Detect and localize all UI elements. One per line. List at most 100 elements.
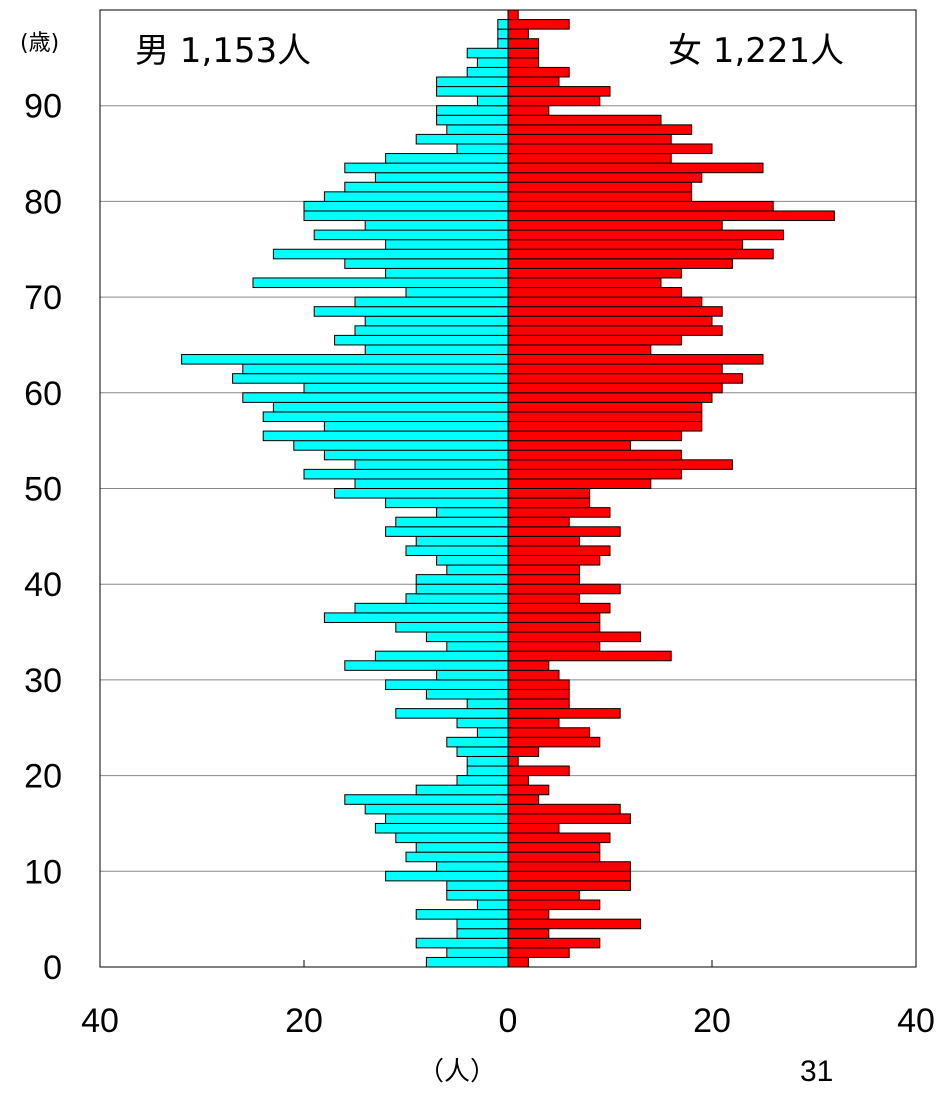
male-bar-age-20 [466,765,509,777]
male-bar-age-35 [395,621,509,633]
female-bar-age-99 [507,9,519,21]
male-bar-age-57 [262,411,509,423]
female-bar-age-52 [507,459,733,470]
y-tick-label: 10 [24,853,62,891]
male-bar-age-90 [476,95,509,107]
female-bar-age-85 [507,143,713,155]
female-bar-age-46 [507,516,570,528]
female-bar-age-71 [507,277,662,289]
x-tick-label: 40 [81,1002,119,1040]
female-bar-age-25 [507,717,560,729]
female-bar-age-98 [507,19,570,30]
female-bar-age-6 [507,899,601,911]
female-bar-age-62 [507,363,723,375]
female-bar-age-78 [507,210,835,222]
male-bar-age-9 [385,870,509,882]
y-tick-label: 50 [24,471,62,509]
female-bar-age-27 [507,698,570,710]
male-bar-age-63 [181,354,509,365]
female-bar-age-21 [507,755,519,767]
female-bar-age-95 [507,47,540,59]
male-bar-age-92 [436,76,509,88]
female-bar-age-16 [507,803,621,815]
female-bar-age-30 [507,669,560,681]
female-bar-age-51 [507,468,682,480]
female-bar-age-12 [507,842,601,853]
male-bar-age-71 [252,277,509,289]
male-bar-age-79 [303,200,509,212]
male-bar-age-2 [415,937,509,949]
female-bar-age-97 [507,28,529,40]
female-bar-age-3 [507,928,550,939]
male-bar-age-78 [303,210,509,222]
male-bar-age-87 [446,124,509,135]
female-bar-age-70 [507,287,682,298]
male-bar-age-49 [334,488,509,499]
page-number: 31 [800,1055,834,1088]
female-bar-age-11 [507,851,601,863]
male-bar-age-10 [436,861,509,872]
female-bar-age-96 [507,38,540,49]
y-tick-label: 0 [43,949,62,987]
y-axis-tick-labels: 0 10 20 30 40 50 60 70 80 90 [24,88,62,987]
female-bar-age-77 [507,220,723,231]
female-bar-age-22 [507,746,540,757]
male-bar-age-80 [323,191,509,202]
male-bar-age-65 [334,334,509,346]
female-bar-age-32 [507,650,672,662]
male-bar-age-83 [344,162,509,174]
male-bar-age-28 [425,688,509,700]
male-bar-age-85 [456,143,509,155]
female-bar-age-40 [507,574,580,585]
male-bar-age-82 [374,172,509,183]
female-bar-age-54 [507,440,631,451]
female-bar-age-14 [507,822,560,834]
female-bar-age-65 [507,334,682,346]
male-bar-age-36 [323,612,509,623]
male-bar-age-72 [385,267,509,279]
female-bar-age-50 [507,478,652,489]
male-bar-age-53 [323,449,509,461]
female-bar-age-59 [507,392,713,403]
female-bar-age-23 [507,736,601,748]
male-bar-age-38 [405,593,509,604]
male-bar-age-32 [374,650,509,662]
male-bar-age-54 [293,440,509,451]
female-bar-age-76 [507,229,784,241]
male-bar-age-70 [405,287,509,298]
male-bar-age-95 [466,47,509,59]
male-bar-age-84 [385,153,509,164]
male-bar-age-18 [415,784,509,796]
male-bar-age-58 [272,401,509,413]
female-bar-age-24 [507,727,591,738]
female-bar-age-10 [507,861,631,872]
female-bar-age-20 [507,765,570,777]
female-bar-age-28 [507,688,570,700]
female-bar-age-81 [507,181,693,193]
female-bar-age-57 [507,411,703,423]
male-bar-age-97 [497,28,509,40]
male-bar-age-31 [344,660,509,671]
male-bar-age-23 [446,736,509,748]
male-bar-age-60 [303,382,509,394]
y-tick-label: 60 [24,375,62,413]
male-bar-age-55 [262,430,509,442]
male-bar-age-14 [374,822,509,834]
female-bar-age-67 [507,315,713,327]
male-bar-age-73 [344,258,509,269]
female-bar-age-1 [507,947,570,958]
female-bar-age-87 [507,124,693,135]
male-bar-age-51 [303,468,509,480]
bars [181,9,835,968]
female-bar-age-47 [507,507,611,518]
male-bar-age-29 [385,679,509,690]
female-bar-age-31 [507,660,550,671]
y-tick-label: 70 [24,279,62,317]
male-bar-age-0 [425,956,509,968]
female-bar-age-56 [507,421,703,432]
male-bar-age-61 [232,373,509,384]
male-bar-age-74 [272,248,509,260]
female-bar-age-39 [507,583,621,595]
male-bar-age-62 [242,363,509,375]
